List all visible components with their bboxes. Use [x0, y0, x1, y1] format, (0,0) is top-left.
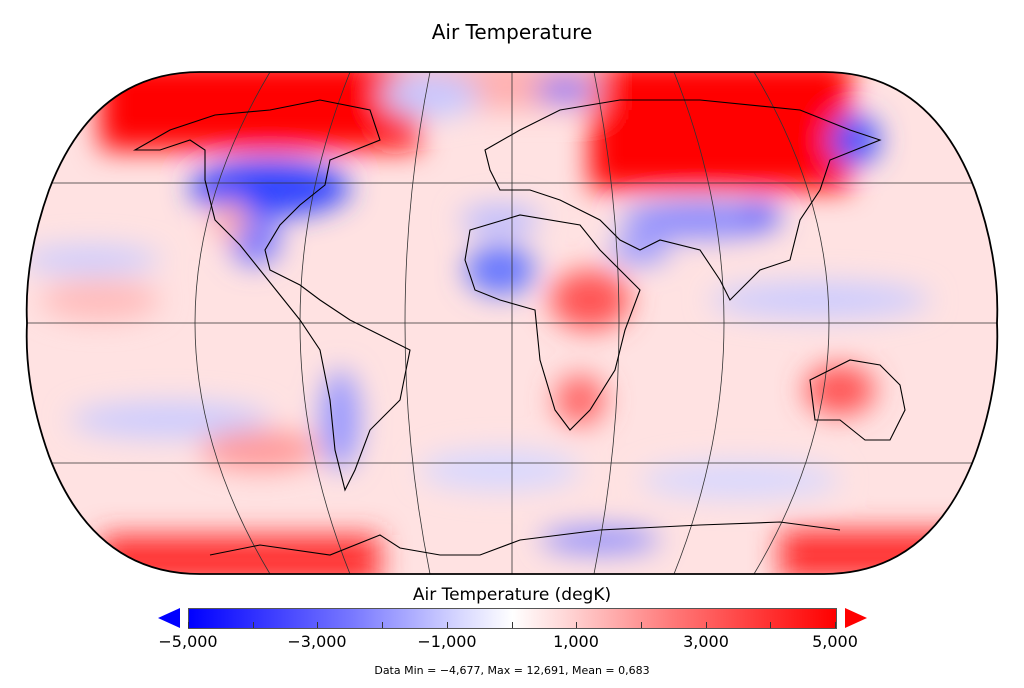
colorbar-tick [253, 622, 254, 628]
coastlines [132, 99, 906, 556]
chart-title: Air Temperature [431, 20, 593, 44]
colorbar [188, 608, 837, 629]
colorbar-tick [835, 622, 836, 628]
colorbar-extend-min [158, 608, 180, 628]
colorbar-tick [641, 622, 642, 628]
colorbar-extend-max [845, 608, 867, 628]
colorbar-tick [706, 622, 707, 628]
colorbar-title: Air Temperature (degK) [412, 585, 612, 605]
colorbar-tick-label: 1,000 [553, 632, 599, 651]
colorbar-tick [576, 622, 577, 628]
colorbar-tick-label: 5,000 [812, 632, 858, 651]
colorbar-tick [317, 622, 318, 628]
colorbar-tick [188, 622, 189, 628]
colorbar-tick [770, 622, 771, 628]
colorbar-tick-label: 3,000 [683, 632, 729, 651]
colorbar-tick-label: −1,000 [417, 632, 477, 651]
graticule [26, 72, 998, 574]
map-border [25, 71, 999, 575]
colorbar-tick [382, 622, 383, 628]
colorbar-tick-label: −3,000 [287, 632, 347, 651]
data-stats: Data Min = −4,677, Max = 12,691, Mean = … [374, 664, 650, 677]
colorbar-tick [512, 622, 513, 628]
colorbar-tick [447, 622, 448, 628]
world-map [25, 71, 999, 575]
colorbar-tick-label: −5,000 [158, 632, 218, 651]
